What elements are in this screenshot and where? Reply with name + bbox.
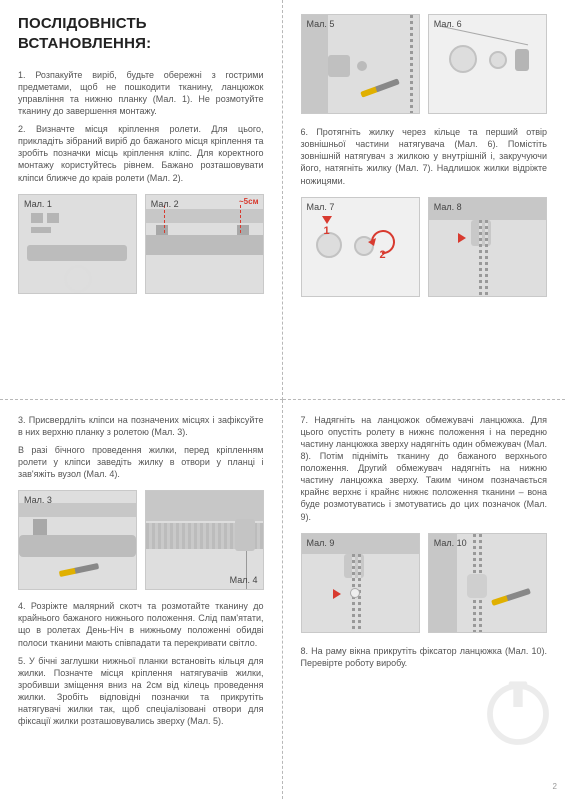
fig-row-9-10: Мал. 9 Мал. 10 (301, 533, 548, 633)
rotate-arrow-icon (368, 228, 398, 258)
fig-row-7-8: Мал. 7 1 2 Мал. 8 (301, 197, 548, 297)
page-number: 2 (553, 782, 557, 793)
figure-3: Мал. 3 (18, 490, 137, 590)
step-1-text: 1. Розпакуйте виріб, будьте обережні з г… (18, 69, 264, 118)
step-6-text: 6. Протягніть жилку через кільце та перш… (301, 126, 548, 187)
figure-4-label: Мал. 4 (230, 574, 258, 586)
step-4-text: 4. Розріжте малярний скотч та розмотайте… (18, 600, 264, 649)
fig-row-5-6: Мал. 5 Мал. 6 (301, 14, 548, 114)
fig-row-1-2: Мал. 1 Мал. 2 ~5см (18, 194, 264, 294)
step-8-text: 8. На раму вікна прикрутіть фіксатор лан… (301, 645, 548, 669)
figure-9-label: Мал. 9 (307, 537, 335, 549)
figure-4: Мал. 4 (145, 490, 264, 590)
figure-5: Мал. 5 (301, 14, 420, 114)
quadrant-top-right: Мал. 5 Мал. 6 6. Протягніть жилку через … (283, 0, 565, 400)
step-3-text-a: 3. Присвердліть кліпси на позначених міс… (18, 414, 264, 438)
step-3-text-b: В разі бічного проведення жилки, перед к… (18, 444, 264, 480)
step-5-text: 5. У бічні заглушки нижньої планки встан… (18, 655, 264, 728)
figure-9: Мал. 9 (301, 533, 420, 633)
step-2-text: 2. Визначте місця кріплення ролети. Для … (18, 123, 264, 184)
figure-1-label: Мал. 1 (24, 198, 52, 210)
figure-5-label: Мал. 5 (307, 18, 335, 30)
figure-8: Мал. 8 (428, 197, 547, 297)
step-7-text: 7. Надягніть на ланцюжок обмежувачі ланц… (301, 414, 548, 523)
figure-6: Мал. 6 (428, 14, 547, 114)
fig-row-3-4: Мал. 3 Мал. 4 (18, 490, 264, 590)
figure-10-label: Мал. 10 (434, 537, 467, 549)
figure-6-label: Мал. 6 (434, 18, 462, 30)
figure-2: Мал. 2 ~5см (145, 194, 264, 294)
quadrant-bottom-right: 7. Надягніть на ланцюжок обмежувачі ланц… (283, 400, 565, 799)
figure-7-label: Мал. 7 (307, 201, 335, 213)
figure-2-dimension: ~5см (239, 197, 259, 208)
figure-10: Мал. 10 (428, 533, 547, 633)
page: ПОСЛІДОВНІСТЬ ВСТАНОВЛЕННЯ: 1. Розпакуйт… (0, 0, 565, 799)
figure-2-label: Мал. 2 (151, 198, 179, 210)
page-title: ПОСЛІДОВНІСТЬ ВСТАНОВЛЕННЯ: (18, 14, 264, 55)
quadrant-top-left: ПОСЛІДОВНІСТЬ ВСТАНОВЛЕННЯ: 1. Розпакуйт… (0, 0, 283, 400)
watermark-icon (483, 679, 553, 749)
figure-3-label: Мал. 3 (24, 494, 52, 506)
figure-7-callout-1: 1 (324, 224, 330, 239)
figure-7: Мал. 7 1 2 (301, 197, 420, 297)
figure-1: Мал. 1 (18, 194, 137, 294)
figure-8-label: Мал. 8 (434, 201, 462, 213)
quadrant-bottom-left: 3. Присвердліть кліпси на позначених міс… (0, 400, 283, 799)
